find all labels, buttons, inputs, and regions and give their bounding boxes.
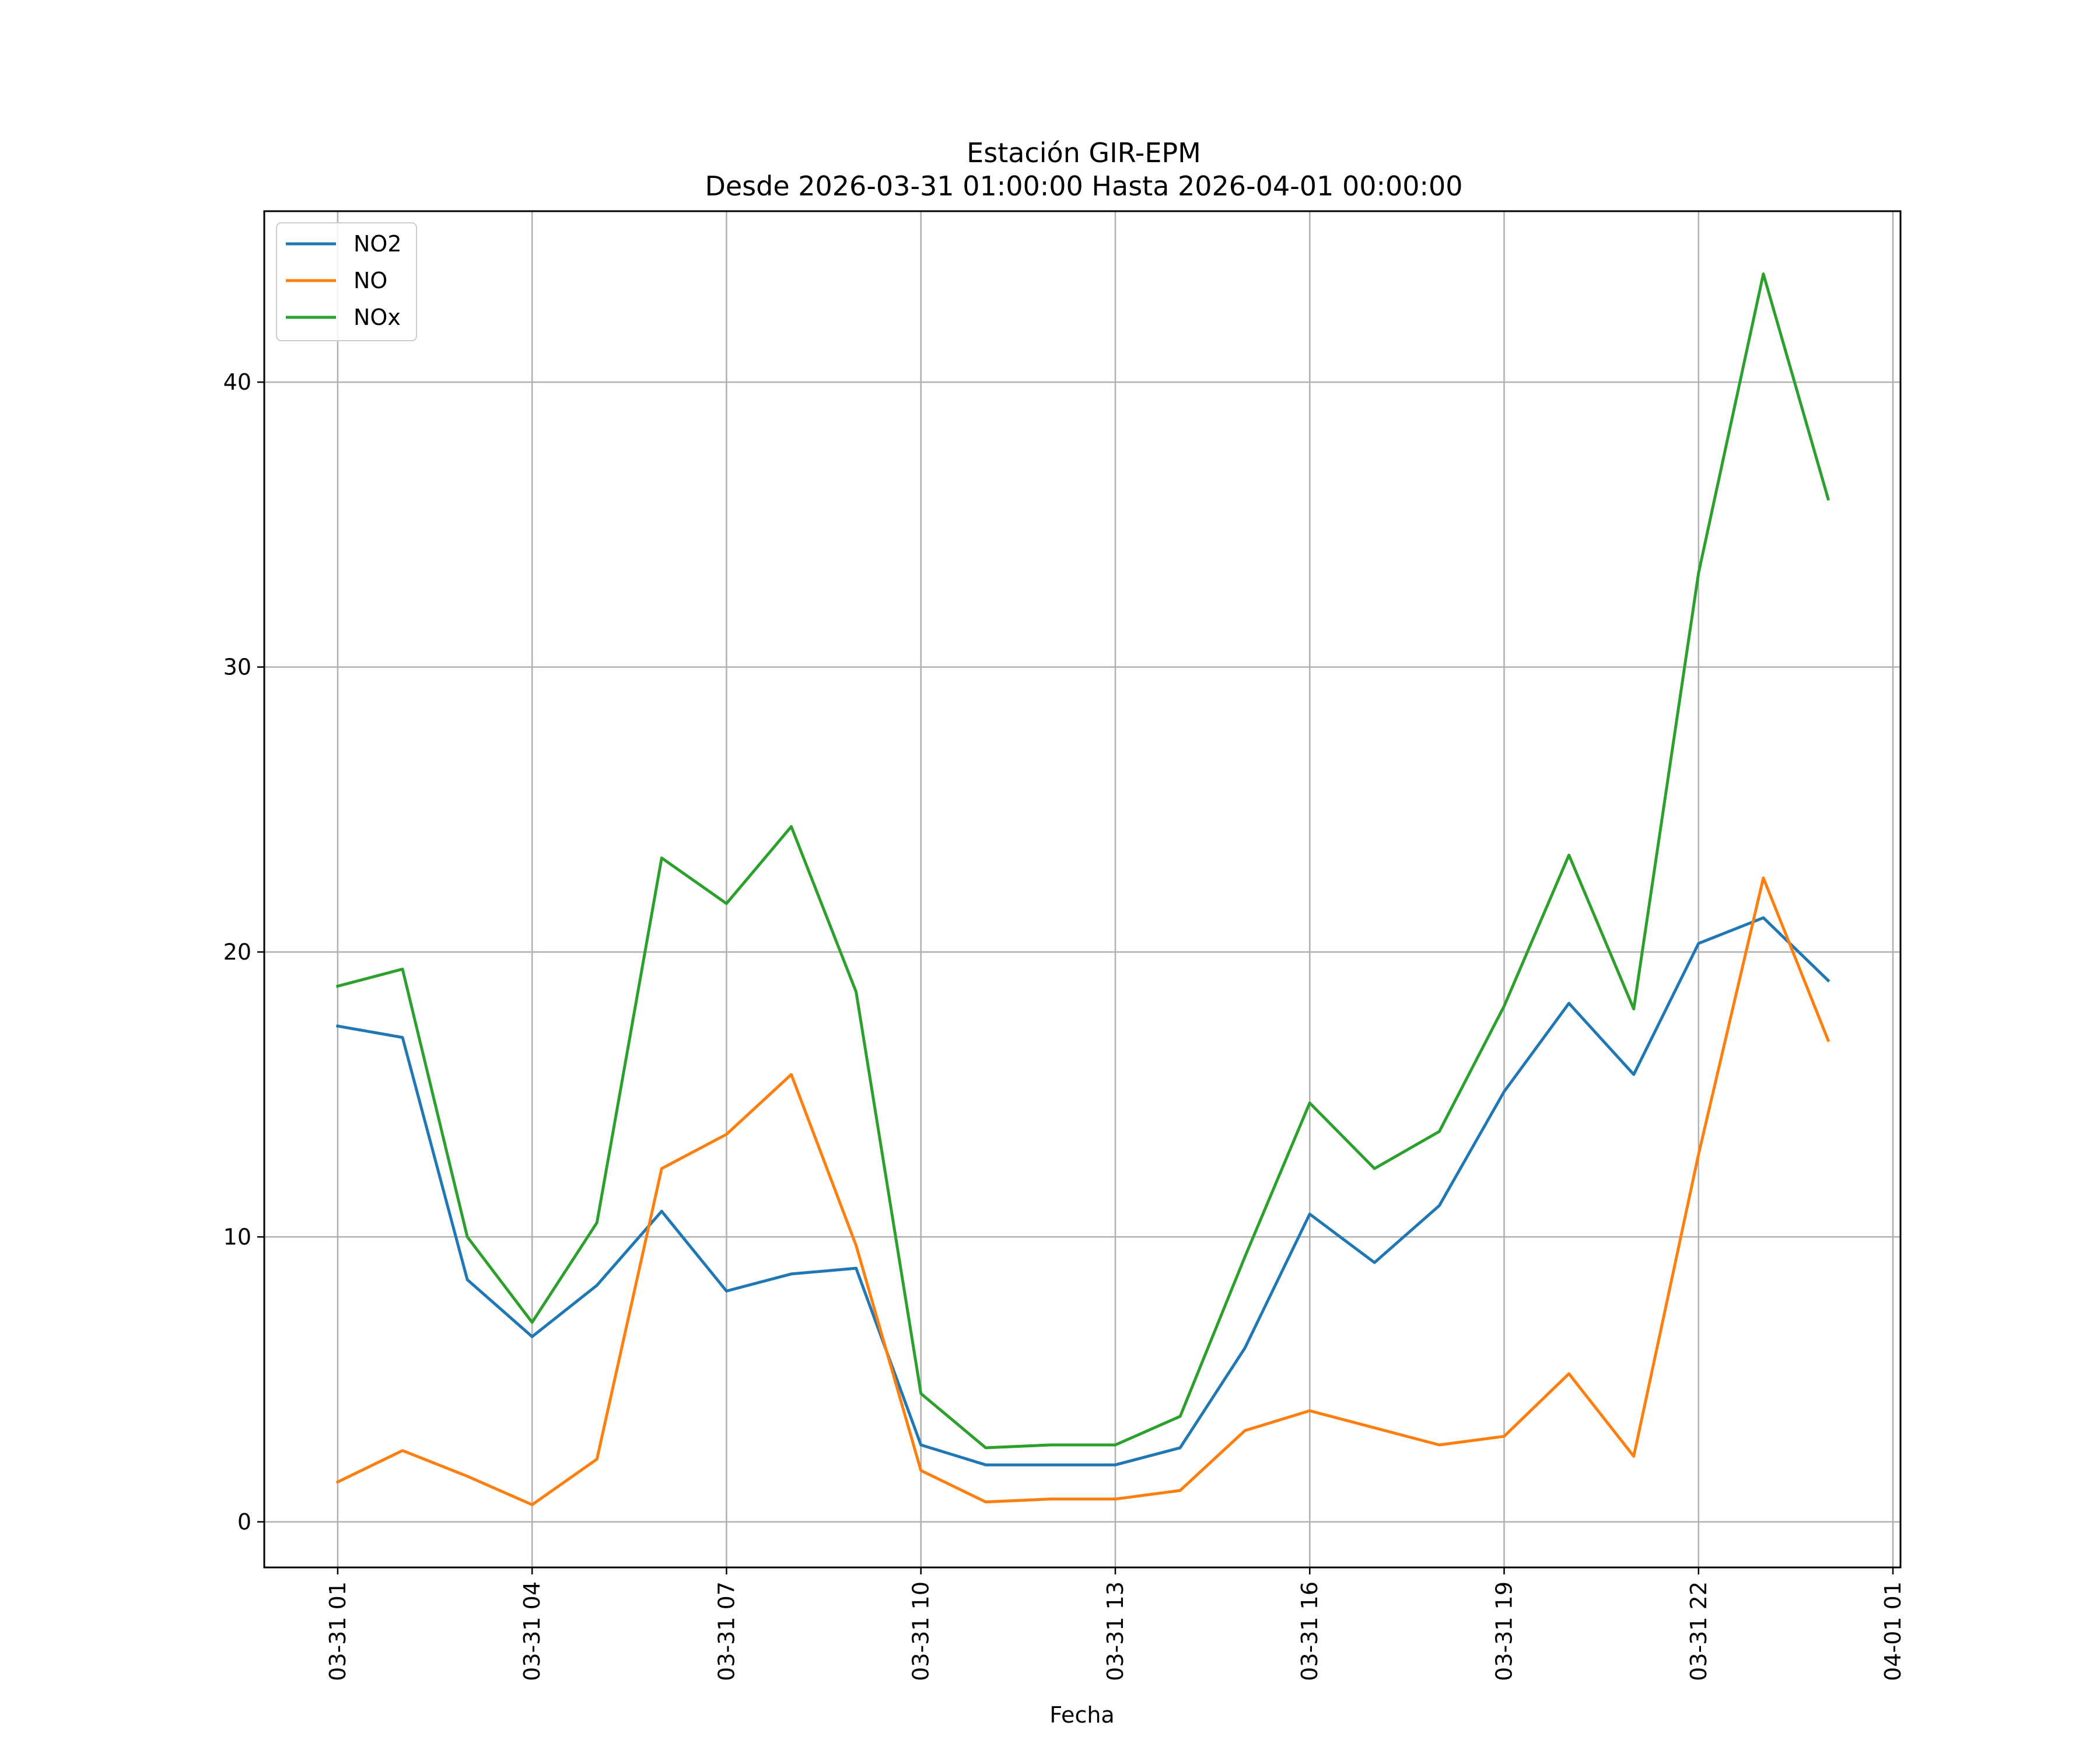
x-tick-label: 03-31 19 (1492, 1581, 1517, 1681)
x-tick-label: 03-31 13 (1102, 1581, 1128, 1681)
series-line-nox (335, 272, 1831, 1450)
y-tick-label: 10 (223, 1224, 251, 1250)
chart-subtitle: Desde 2026-03-31 01:00:00 Hasta 2026-04-… (705, 170, 1462, 202)
grid (264, 211, 1901, 1567)
x-axis-ticks: 03-31 01 03-31 04 03-31 07 03-31 10 03-31 13… (325, 1567, 1906, 1681)
plot-frame (263, 210, 1902, 1569)
legend-box (276, 222, 417, 341)
series-lines (335, 272, 1831, 1506)
chart-title: Estación GIR-EPM (967, 137, 1201, 169)
x-tick-label: 03-31 16 (1297, 1581, 1322, 1681)
x-tick-label: 03-31 22 (1686, 1581, 1712, 1681)
y-tick-label: 40 (223, 369, 251, 395)
y-tick-label: 20 (223, 939, 251, 965)
x-tick-label: 03-31 10 (908, 1581, 934, 1681)
y-axis-ticks: 0 10 20 30 40 (223, 369, 264, 1535)
legend-label-no: NO (354, 268, 387, 293)
legend-label-no2: NO2 (354, 231, 402, 257)
x-tick-label: 03-31 01 (325, 1581, 351, 1681)
legend: NO2 NO NOx (276, 222, 417, 341)
x-tick-label: 03-31 04 (519, 1581, 545, 1681)
x-tick-label: 03-31 07 (713, 1581, 739, 1681)
x-tick-label: 04-01 01 (1880, 1581, 1906, 1681)
y-tick-label: 30 (223, 654, 251, 680)
y-tick-label: 0 (237, 1509, 251, 1535)
legend-label-nox: NOx (354, 304, 401, 330)
x-axis-label: Fecha (1049, 1702, 1114, 1728)
series-line-no2 (336, 916, 1831, 1466)
series-line-no (335, 876, 1831, 1506)
